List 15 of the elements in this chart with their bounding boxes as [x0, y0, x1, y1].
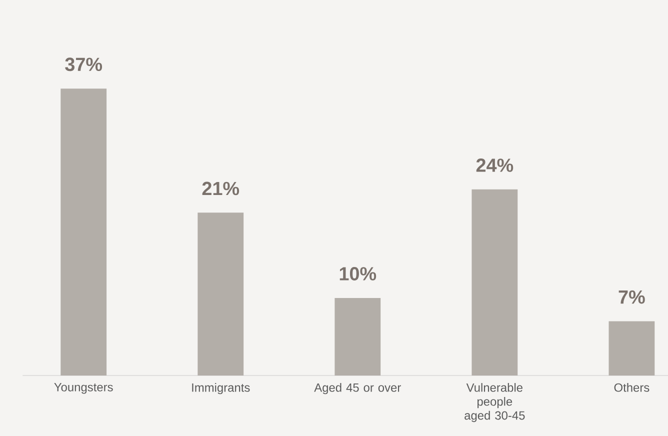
x-tick-label: Immigrants: [192, 383, 250, 394]
bar: [334, 298, 381, 376]
bar: [472, 189, 518, 376]
data-label: 7%: [618, 290, 645, 304]
x-tick-label: Others: [614, 383, 650, 392]
data-label: 24%: [476, 158, 514, 172]
bar: [198, 212, 244, 376]
data-label: 10%: [340, 267, 376, 280]
x-tick-label: Vulnerable people aged 30-45: [464, 383, 525, 422]
data-label: 21%: [202, 182, 240, 196]
data-label: 37%: [65, 58, 102, 72]
bar: [60, 88, 107, 376]
x-tick-label: Aged 45 or over: [314, 383, 401, 394]
bar: [608, 321, 655, 376]
x-tick-label: Youngsters: [54, 383, 113, 394]
